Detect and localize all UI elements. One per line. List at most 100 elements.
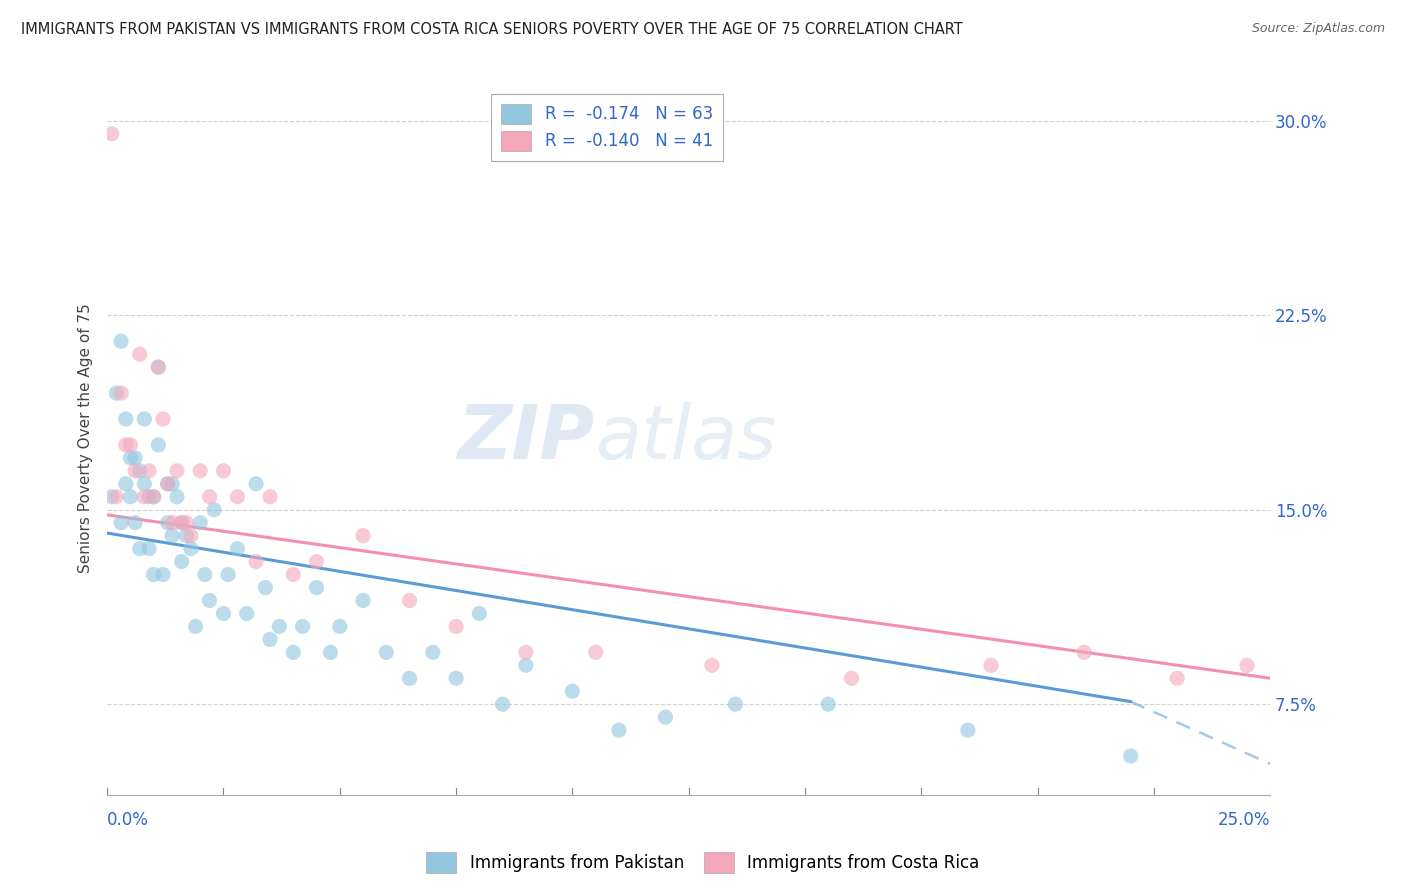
Point	[491, 697, 513, 711]
Point	[156, 476, 179, 491]
Y-axis label: Seniors Poverty Over the Age of 75: Seniors Poverty Over the Age of 75	[79, 303, 93, 574]
Point	[188, 516, 211, 530]
Point	[120, 490, 142, 504]
Point	[398, 671, 420, 685]
Point	[152, 567, 174, 582]
Point	[170, 516, 193, 530]
Point	[170, 555, 193, 569]
Point	[148, 438, 170, 452]
Point	[138, 490, 160, 504]
Point	[202, 502, 225, 516]
Point	[245, 555, 267, 569]
Text: 0.0%: 0.0%	[107, 811, 149, 829]
Point	[375, 645, 398, 659]
Point	[700, 658, 723, 673]
Point	[817, 697, 839, 711]
Point	[156, 476, 179, 491]
Point	[188, 464, 211, 478]
Point	[398, 593, 420, 607]
Point	[194, 567, 217, 582]
Point	[134, 490, 156, 504]
Point	[128, 347, 150, 361]
Point	[162, 476, 184, 491]
Text: atlas: atlas	[596, 402, 778, 475]
Point	[724, 697, 747, 711]
Point	[212, 607, 235, 621]
Text: IMMIGRANTS FROM PAKISTAN VS IMMIGRANTS FROM COSTA RICA SENIORS POVERTY OVER THE : IMMIGRANTS FROM PAKISTAN VS IMMIGRANTS F…	[21, 22, 963, 37]
Point	[212, 464, 235, 478]
Point	[319, 645, 342, 659]
Point	[444, 671, 467, 685]
Point	[128, 464, 150, 478]
Point	[120, 450, 142, 465]
Point	[1166, 671, 1188, 685]
Point	[352, 529, 374, 543]
Point	[515, 645, 537, 659]
Text: Source: ZipAtlas.com: Source: ZipAtlas.com	[1251, 22, 1385, 36]
Point	[114, 476, 136, 491]
Point	[291, 619, 314, 633]
Point	[180, 541, 202, 556]
Point	[235, 607, 257, 621]
Point	[269, 619, 291, 633]
Legend: Immigrants from Pakistan, Immigrants from Costa Rica: Immigrants from Pakistan, Immigrants fro…	[420, 846, 986, 880]
Point	[217, 567, 239, 582]
Legend: R =  -0.174   N = 63, R =  -0.140   N = 41: R = -0.174 N = 63, R = -0.140 N = 41	[492, 94, 723, 161]
Point	[980, 658, 1002, 673]
Point	[166, 464, 188, 478]
Point	[259, 490, 281, 504]
Point	[198, 490, 221, 504]
Point	[226, 541, 249, 556]
Point	[654, 710, 676, 724]
Point	[162, 516, 184, 530]
Point	[124, 450, 146, 465]
Point	[329, 619, 352, 633]
Point	[110, 334, 132, 349]
Point	[124, 516, 146, 530]
Text: 25.0%: 25.0%	[1218, 811, 1270, 829]
Point	[174, 516, 197, 530]
Point	[352, 593, 374, 607]
Point	[956, 723, 979, 738]
Point	[259, 632, 281, 647]
Point	[444, 619, 467, 633]
Point	[1236, 658, 1258, 673]
Point	[841, 671, 863, 685]
Point	[124, 464, 146, 478]
Point	[105, 386, 128, 401]
Point	[180, 529, 202, 543]
Point	[134, 476, 156, 491]
Point	[585, 645, 607, 659]
Point	[142, 490, 165, 504]
Point	[114, 438, 136, 452]
Text: ZIP: ZIP	[458, 402, 596, 475]
Point	[170, 516, 193, 530]
Point	[1073, 645, 1095, 659]
Point	[120, 438, 142, 452]
Point	[1329, 684, 1351, 698]
Point	[148, 360, 170, 375]
Point	[101, 490, 124, 504]
Point	[166, 490, 188, 504]
Point	[110, 386, 132, 401]
Point	[148, 360, 170, 375]
Point	[305, 581, 328, 595]
Point	[152, 412, 174, 426]
Point	[254, 581, 277, 595]
Point	[515, 658, 537, 673]
Point	[1282, 671, 1305, 685]
Point	[198, 593, 221, 607]
Point	[607, 723, 630, 738]
Point	[128, 541, 150, 556]
Point	[468, 607, 491, 621]
Point	[283, 567, 305, 582]
Point	[305, 555, 328, 569]
Point	[1119, 749, 1142, 764]
Point	[162, 529, 184, 543]
Point	[110, 516, 132, 530]
Point	[245, 476, 267, 491]
Point	[142, 490, 165, 504]
Point	[422, 645, 444, 659]
Point	[142, 567, 165, 582]
Point	[1375, 671, 1398, 685]
